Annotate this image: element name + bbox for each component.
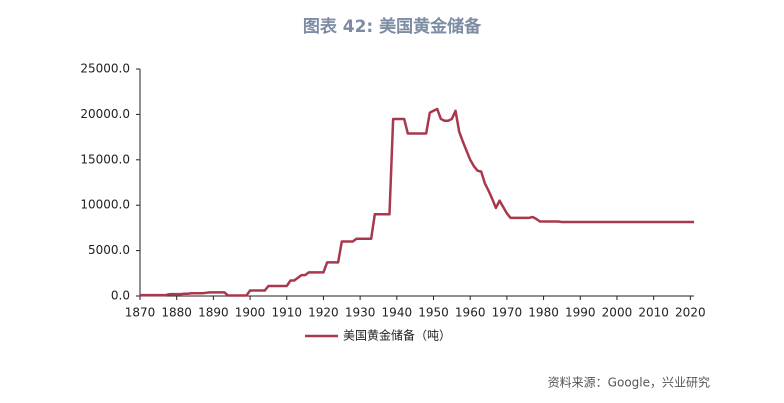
- x-tick-label: 2010: [638, 306, 669, 320]
- x-tick-label: 1910: [271, 306, 302, 320]
- x-tick-label: 1890: [198, 306, 229, 320]
- x-tick-label: 1900: [235, 306, 266, 320]
- chart-title: 图表 42: 美国黄金储备: [303, 16, 482, 37]
- x-tick-label: 1960: [455, 306, 486, 320]
- y-tick-label: 25000.0: [80, 62, 130, 76]
- y-tick-label: 15000.0: [80, 152, 130, 166]
- y-tick-label: 10000.0: [80, 198, 130, 212]
- x-tick-label: 2020: [675, 306, 706, 320]
- x-tick-label: 1940: [382, 306, 413, 320]
- x-tick-label: 1930: [345, 306, 376, 320]
- x-tick-label: 1980: [528, 306, 559, 320]
- y-tick-label: 20000.0: [80, 107, 130, 121]
- y-tick-label: 0.0: [111, 289, 130, 303]
- source: 资料来源：Google，兴业研究: [548, 375, 710, 390]
- legend-label: 美国黄金储备（吨）: [343, 328, 451, 343]
- y-tick-label: 5000.0: [88, 243, 130, 257]
- x-tick-label: 1920: [308, 306, 339, 320]
- x-tick-label: 2000: [602, 306, 633, 320]
- x-tick-label: 1870: [125, 306, 156, 320]
- x-tick-label: 1990: [565, 306, 596, 320]
- x-tick-label: 1950: [418, 306, 449, 320]
- x-tick-label: 1970: [492, 306, 523, 320]
- data-line: [140, 107, 694, 297]
- x-tick-label: 1880: [161, 306, 192, 320]
